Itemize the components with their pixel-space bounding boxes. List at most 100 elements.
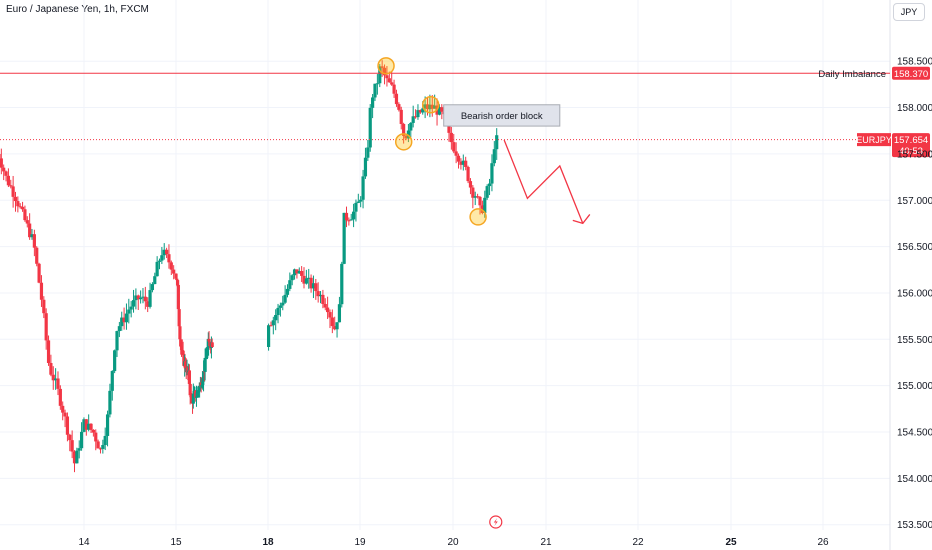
candle-body [32, 234, 36, 248]
x-tick-label: 18 [262, 537, 274, 548]
y-tick-label: 156.000 [897, 288, 932, 299]
candle-body [117, 326, 121, 332]
candle-body [342, 212, 346, 264]
currency-button[interactable]: JPY [893, 3, 925, 21]
candle-body [197, 391, 201, 393]
order-block-label: Bearish order block [461, 111, 543, 122]
x-tick-label: 19 [354, 537, 366, 548]
candle-body [105, 414, 110, 436]
candle-body [203, 357, 207, 372]
candle-body [333, 326, 337, 330]
candle-body [162, 249, 166, 256]
candle-body [323, 303, 327, 308]
candle-body [175, 278, 179, 281]
candle-body [127, 309, 131, 314]
candle-body [288, 280, 292, 289]
candle-body [201, 371, 206, 382]
candle-body [478, 196, 482, 206]
candle-body [75, 450, 79, 464]
candle-body [204, 357, 208, 359]
candle-body [363, 157, 368, 177]
candle-body [58, 388, 62, 406]
candle-body [326, 307, 330, 313]
candle-body [269, 325, 273, 327]
candle-body [9, 185, 13, 187]
candle-body [63, 412, 67, 417]
y-tick-label: 154.500 [897, 428, 932, 439]
order-block-box[interactable] [443, 104, 561, 127]
candle-body [437, 107, 442, 115]
candle-body [449, 132, 453, 143]
candle-body [309, 277, 313, 289]
candle-body [411, 116, 415, 123]
candle-body [68, 434, 72, 441]
candle-body [2, 167, 6, 172]
candle-body [459, 161, 463, 165]
candle-body [456, 155, 461, 162]
candle-body [487, 183, 492, 187]
symbol-name: EURJPY [856, 135, 892, 145]
x-tick-label: 14 [78, 537, 90, 548]
y-tick-label: 157.000 [897, 196, 932, 207]
candle-body [198, 385, 202, 392]
candle-body [337, 304, 342, 323]
candle-body [157, 260, 162, 262]
candle-body [101, 445, 105, 449]
candle-body [183, 361, 188, 369]
candle-body [473, 196, 477, 198]
candle-body [347, 220, 351, 222]
candle-body [134, 295, 138, 301]
x-tick-label: 26 [817, 537, 829, 548]
candle-body [20, 206, 25, 210]
candle-body [129, 306, 133, 310]
y-tick-label: 155.500 [897, 335, 932, 346]
candle-body [178, 326, 182, 340]
candle-body [295, 269, 299, 274]
candle-body [464, 160, 468, 167]
candle-body [335, 322, 339, 330]
candle-body [172, 269, 176, 274]
candle-body [483, 197, 487, 214]
candle-body [368, 107, 372, 148]
candle-body [194, 396, 199, 398]
candle-body [495, 135, 499, 150]
candle-body [421, 108, 425, 113]
candle-body [433, 105, 437, 109]
candle-body [205, 355, 209, 358]
candle-body [276, 307, 280, 316]
candle-body [321, 294, 325, 304]
candle-body [4, 171, 8, 176]
candle-body [349, 219, 353, 221]
candle-body [344, 212, 349, 221]
candles [0, 60, 499, 473]
candle-body [440, 107, 444, 112]
candle-body [11, 186, 15, 197]
candle-body [108, 390, 112, 415]
candle-body [416, 110, 420, 118]
candle-body [285, 288, 290, 295]
current-price: 157.654 [894, 135, 928, 146]
candle-body [271, 320, 275, 326]
symbol-tag [857, 133, 891, 147]
candle-body [110, 371, 114, 391]
candle-body [207, 338, 211, 342]
candle-body [274, 315, 278, 321]
projection-arrow-head [572, 214, 591, 225]
grid-lines [0, 0, 891, 550]
daily-imbalance-price: 158.370 [894, 69, 928, 80]
candle-body [191, 393, 195, 404]
candle-body [196, 391, 200, 393]
candle-body [201, 381, 205, 385]
candle-body [169, 262, 173, 270]
y-tick-label: 157.500 [897, 149, 932, 160]
candle-body [380, 66, 384, 68]
y-tick-label: 158.000 [897, 103, 932, 114]
candle-body [210, 342, 214, 347]
candle-body [180, 349, 184, 351]
candle-body [35, 247, 39, 264]
candle-body [131, 300, 136, 307]
candle-body [96, 441, 100, 449]
candle-body [153, 276, 157, 285]
candle-body [378, 66, 382, 84]
